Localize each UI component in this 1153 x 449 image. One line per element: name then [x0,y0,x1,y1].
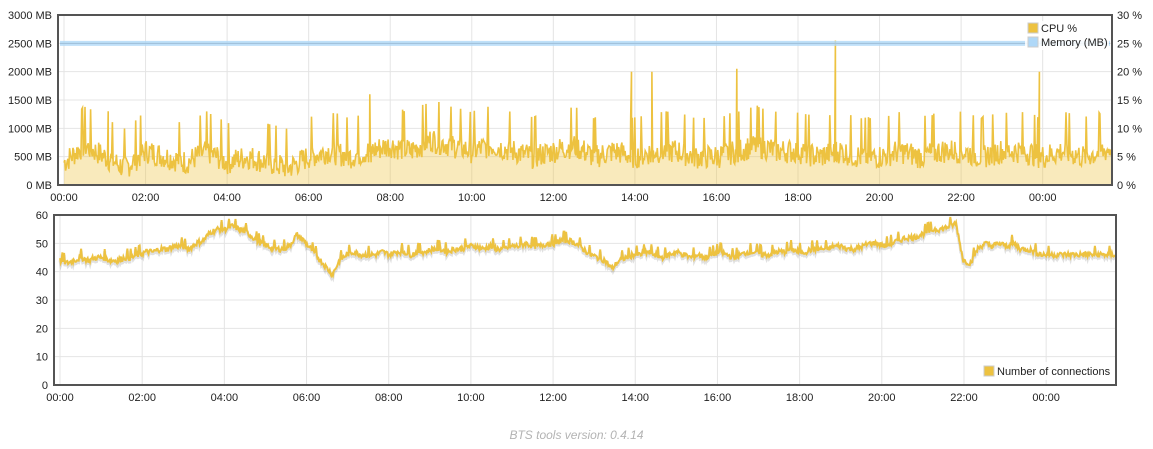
connections-x-tick-label: 04:00 [211,392,239,404]
connections-chart: 0 10 20 30 40 50 60 00:00 02:00 04:00 06:00 08:00 10… [36,210,1118,404]
version-footer: BTS tools version: 0.4.14 [509,428,644,442]
connections-x-tick-label: 14:00 [621,392,649,404]
cpu-memory-y-tick-label: 2500 MB [8,38,52,50]
cpu-memory-y-tick-label: 500 MB [14,152,52,164]
cpu-memory-x-tick-label: 20:00 [866,192,894,204]
cpu-memory-y2-tick-label: 5 % [1117,152,1136,164]
connections-y-tick-label: 20 [36,323,48,335]
cpu-memory-x-tick-label: 16:00 [703,192,731,204]
series-area-cpu [64,40,1112,185]
cpu-memory-y2-tick-label: 20 % [1117,67,1142,79]
legend-label-cpu: CPU % [1041,23,1077,35]
connections-x-tick-label: 00:00 [46,392,74,404]
connections-y-tick-label: 60 [36,210,48,222]
cpu-memory-chart: 0 MB 500 MB 1000 MB 1500 MB 2000 MB 2500 MB 30… [8,10,1142,204]
connections-x-tick-label: 18:00 [786,392,814,404]
cpu-memory-y-tick-label: 3000 MB [8,10,52,22]
legend-swatch-memory [1027,36,1039,48]
legend-label-connections: Number of connections [997,366,1111,378]
connections-y-tick-label: 10 [36,352,48,364]
cpu-memory-x-tick-label: 22:00 [947,192,975,204]
series-line-cpu [63,40,1113,177]
connections-legend: Number of connections [981,362,1115,380]
cpu-memory-y2-tick-label: 0 % [1117,180,1136,192]
legend-swatch-connections [983,365,995,377]
cpu-memory-series [60,40,1113,185]
connections-x-tick-label: 20:00 [868,392,896,404]
cpu-memory-y-tick-label: 1000 MB [8,123,52,135]
cpu-memory-axes: 0 MB 500 MB 1000 MB 1500 MB 2000 MB 2500 MB 30… [8,10,1142,204]
cpu-memory-y2-tick-label: 10 % [1117,123,1142,135]
connections-x-tick-label: 06:00 [293,392,321,404]
cpu-memory-x-tick-label: 06:00 [295,192,323,204]
connections-x-tick-label: 02:00 [128,392,156,404]
cpu-memory-x-tick-label: 04:00 [213,192,241,204]
cpu-memory-x-tick-label: 00:00 [1029,192,1057,204]
cpu-memory-legend: CPU % Memory (MB) [1025,21,1109,50]
connections-x-tick-label: 10:00 [457,392,485,404]
legend-background [1025,21,1109,50]
connections-x-tick-label: 12:00 [539,392,567,404]
connections-x-tick-label: 22:00 [950,392,978,404]
connections-x-tick-label: 08:00 [375,392,403,404]
connections-y-tick-label: 0 [42,380,48,392]
connections-axes: 0 10 20 30 40 50 60 00:00 02:00 04:00 06:00 08:00 10… [36,210,1117,404]
cpu-memory-x-tick-label: 12:00 [540,192,568,204]
cpu-memory-y-tick-label: 0 MB [26,180,52,192]
series-line-connections [59,216,1117,279]
connections-y-tick-label: 50 [36,238,48,250]
legend-label-memory: Memory (MB) [1041,37,1108,49]
cpu-memory-y2-tick-label: 15 % [1117,95,1142,107]
cpu-memory-y-tick-label: 1500 MB [8,95,52,107]
legend-swatch-cpu [1027,22,1039,34]
cpu-memory-x-tick-label: 10:00 [458,192,486,204]
cpu-memory-x-tick-label: 00:00 [50,192,78,204]
cpu-memory-x-tick-label: 18:00 [784,192,812,204]
cpu-memory-y2-tick-label: 30 % [1117,10,1142,22]
connections-plot-border [53,214,1117,386]
connections-x-tick-label: 16:00 [704,392,732,404]
connections-y-tick-label: 30 [36,295,48,307]
cpu-memory-y-tick-label: 2000 MB [8,67,52,79]
connections-grid [54,214,1116,386]
cpu-memory-x-tick-label: 02:00 [132,192,160,204]
connections-y-tick-label: 40 [36,267,48,279]
cpu-memory-x-tick-label: 14:00 [621,192,649,204]
cpu-memory-x-tick-label: 08:00 [376,192,404,204]
connections-series [58,216,1118,283]
cpu-memory-plot-border [57,14,1113,186]
connections-x-tick-label: 00:00 [1032,392,1060,404]
legend-background [981,362,1115,380]
cpu-memory-y2-tick-label: 25 % [1117,38,1142,50]
